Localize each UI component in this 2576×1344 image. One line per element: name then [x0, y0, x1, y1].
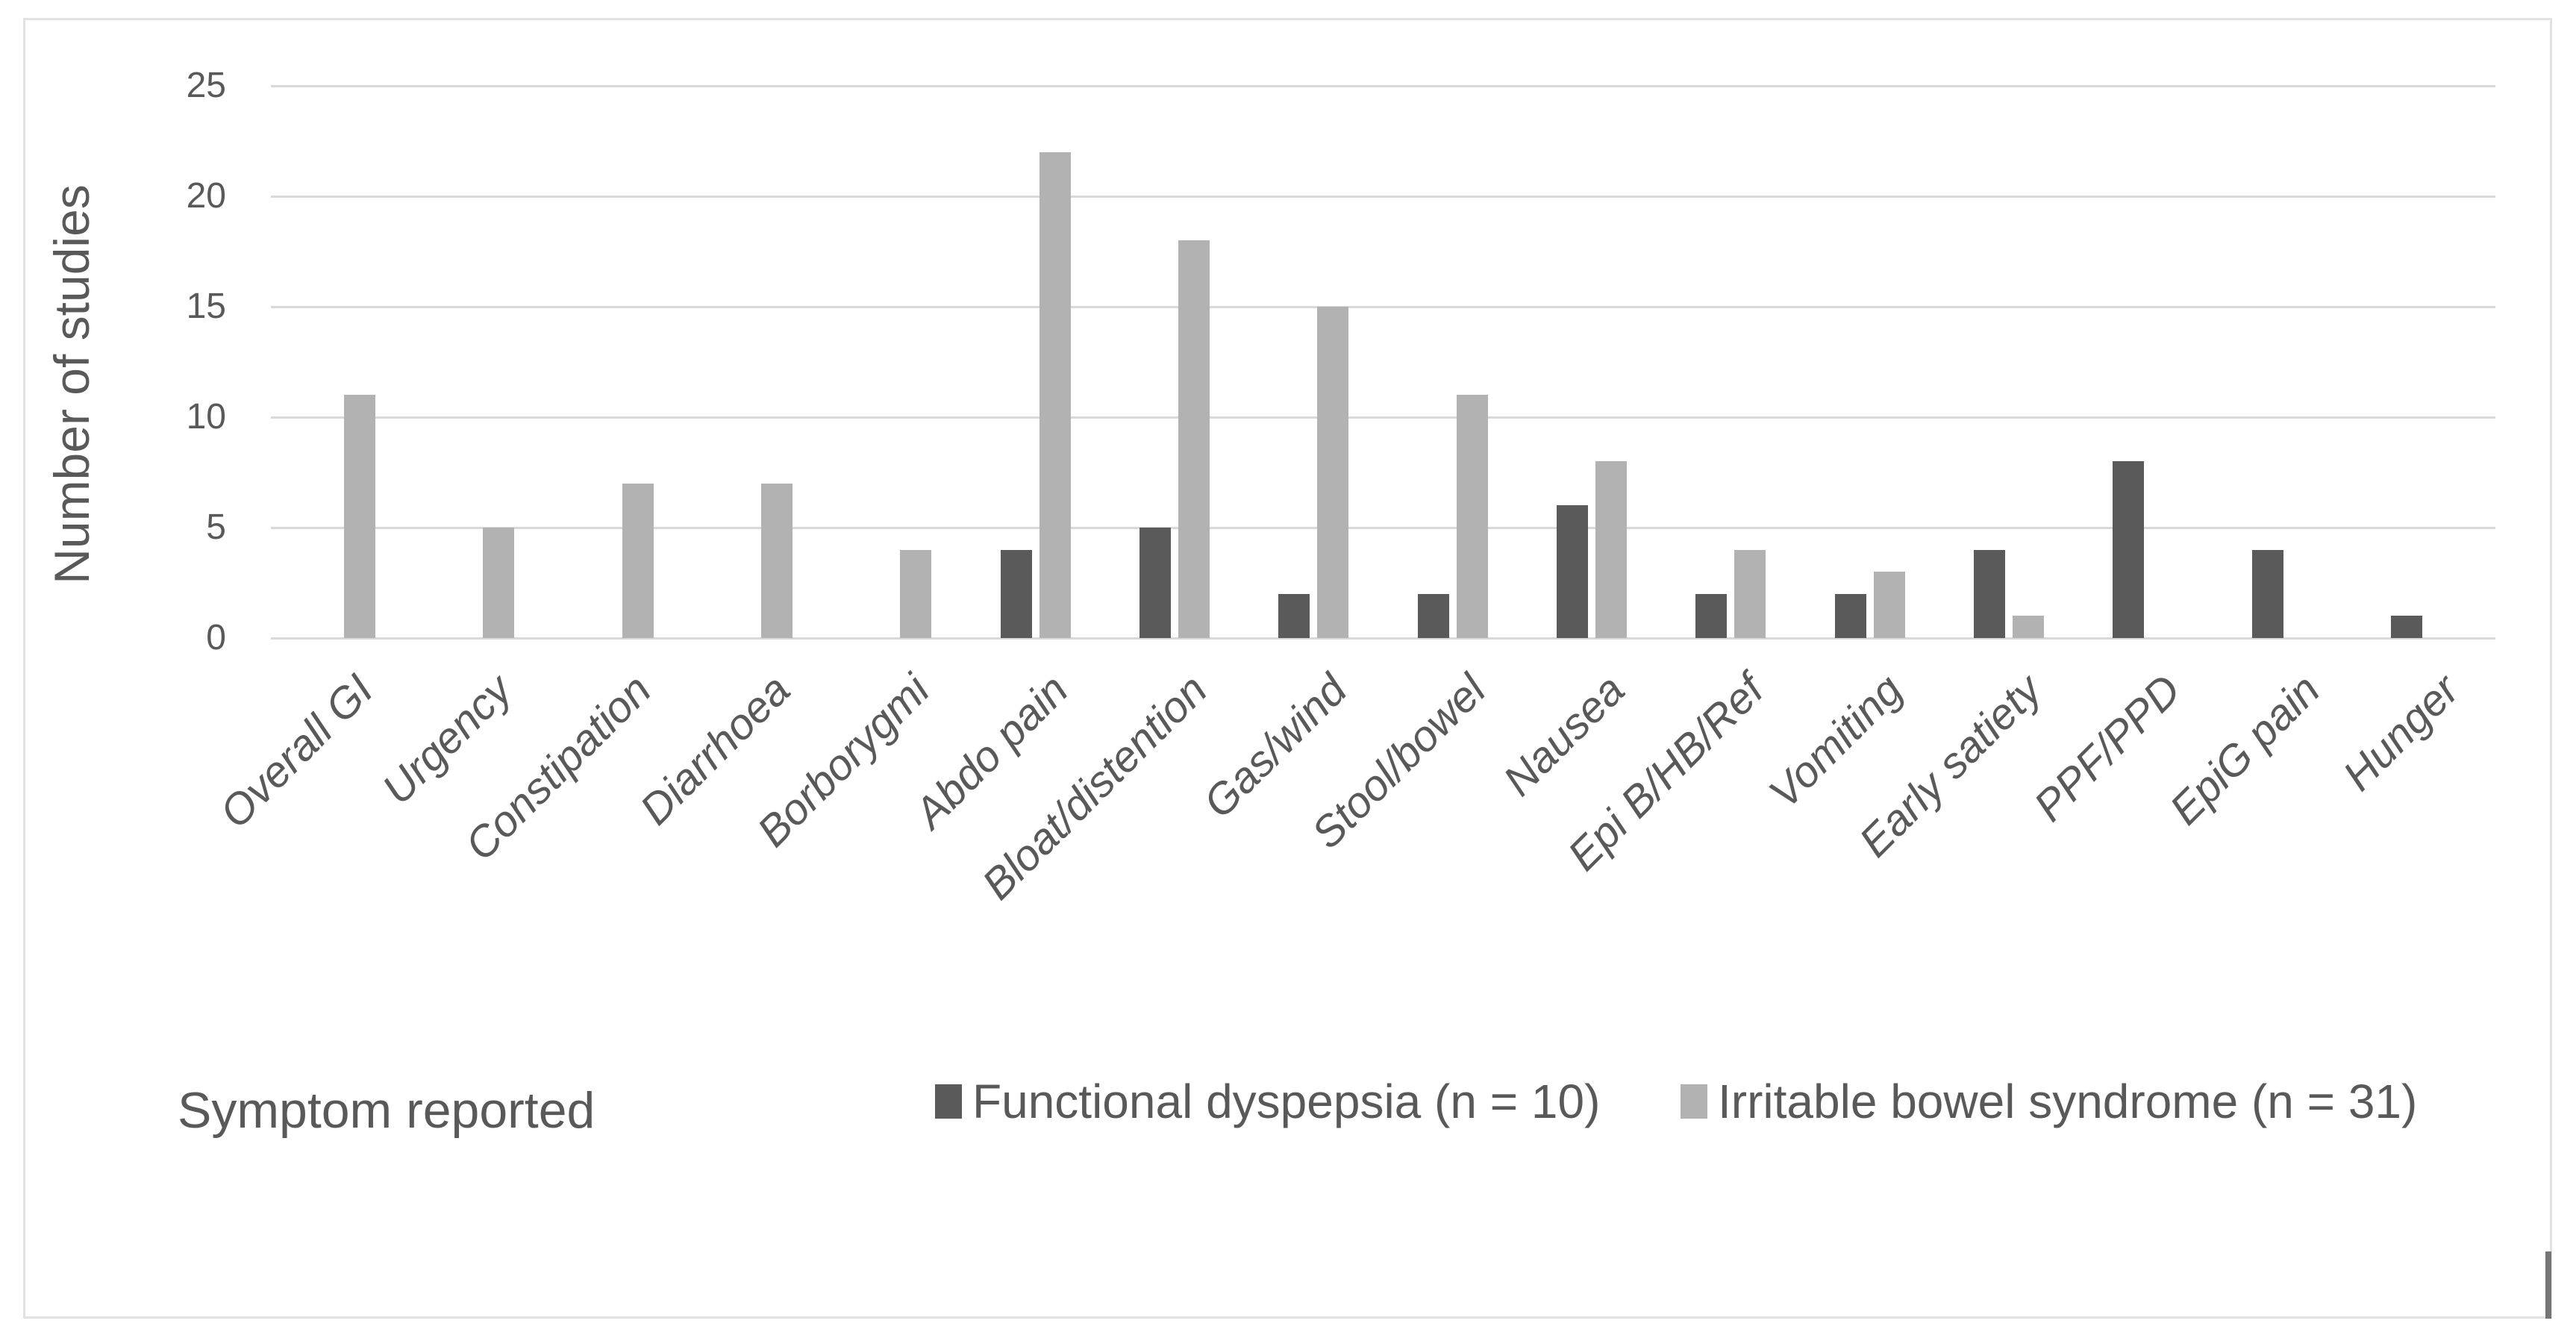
y-tick-label-0: 0: [206, 618, 226, 657]
legend-item-irritable-bowel-syndrome: Irritable bowel syndrome (n = 31): [1681, 1077, 2417, 1126]
gridline-y-0: [271, 637, 2495, 640]
bar-functional-dyspepsia-abdo-pain: [1001, 550, 1032, 638]
legend-label: Irritable bowel syndrome (n = 31): [1718, 1075, 2418, 1128]
gridline-y-10: [271, 416, 2495, 419]
bar-functional-dyspepsia-vomiting: [1835, 594, 1866, 638]
legend-item-functional-dyspepsia: Functional dyspepsia (n = 10): [935, 1077, 1600, 1126]
figure-border: [23, 18, 2552, 1319]
y-tick-label-25: 25: [186, 66, 226, 105]
legend-marker-functional-dyspepsia: [935, 1084, 962, 1119]
y-tick-label-20: 20: [186, 176, 226, 216]
bar-irritable-bowel-syndrome-diarrhoea: [761, 484, 793, 638]
y-tick-label-5: 5: [206, 507, 226, 547]
bar-functional-dyspepsia-ppf-ppd: [2113, 461, 2144, 638]
bar-irritable-bowel-syndrome-gas-wind: [1317, 307, 1348, 638]
bar-irritable-bowel-syndrome-bloat-distention: [1178, 240, 1210, 638]
legend-label: Functional dyspepsia (n = 10): [972, 1075, 1601, 1128]
bar-irritable-bowel-syndrome-epi-b-hb-ref: [1734, 550, 1766, 638]
bar-irritable-bowel-syndrome-borborygmi: [900, 550, 931, 638]
x-axis-title: Symptom reported: [178, 1082, 595, 1139]
bar-irritable-bowel-syndrome-abdo-pain: [1040, 152, 1071, 638]
bar-irritable-bowel-syndrome-stool-bowel: [1457, 395, 1488, 638]
bar-irritable-bowel-syndrome-vomiting: [1874, 572, 1905, 638]
bar-irritable-bowel-syndrome-urgency: [483, 528, 514, 638]
bar-irritable-bowel-syndrome-early-satiety: [2013, 616, 2044, 638]
bar-functional-dyspepsia-bloat-distention: [1139, 528, 1171, 638]
gridline-y-5: [271, 526, 2495, 529]
bar-irritable-bowel-syndrome-nausea: [1595, 461, 1627, 638]
y-tick-label-15: 15: [186, 287, 226, 326]
gridline-y-15: [271, 305, 2495, 308]
figure-border-handle: [2545, 1251, 2551, 1319]
legend-marker-irritable-bowel-syndrome: [1681, 1084, 1707, 1119]
bar-functional-dyspepsia-hunger: [2391, 616, 2422, 638]
gridline-y-25: [271, 84, 2495, 87]
bar-irritable-bowel-syndrome-overall-gi: [344, 395, 375, 638]
y-axis-title: Number of studies: [44, 184, 99, 584]
bar-functional-dyspepsia-nausea: [1557, 505, 1588, 638]
bar-functional-dyspepsia-epig-pain: [2252, 550, 2283, 638]
bar-functional-dyspepsia-gas-wind: [1278, 594, 1310, 638]
bar-irritable-bowel-syndrome-constipation: [622, 484, 654, 638]
bar-functional-dyspepsia-epi-b-hb-ref: [1695, 594, 1727, 638]
y-tick-label-10: 10: [186, 397, 226, 437]
gridline-y-20: [271, 195, 2495, 198]
bar-functional-dyspepsia-stool-bowel: [1418, 594, 1449, 638]
bar-functional-dyspepsia-early-satiety: [1974, 550, 2005, 638]
